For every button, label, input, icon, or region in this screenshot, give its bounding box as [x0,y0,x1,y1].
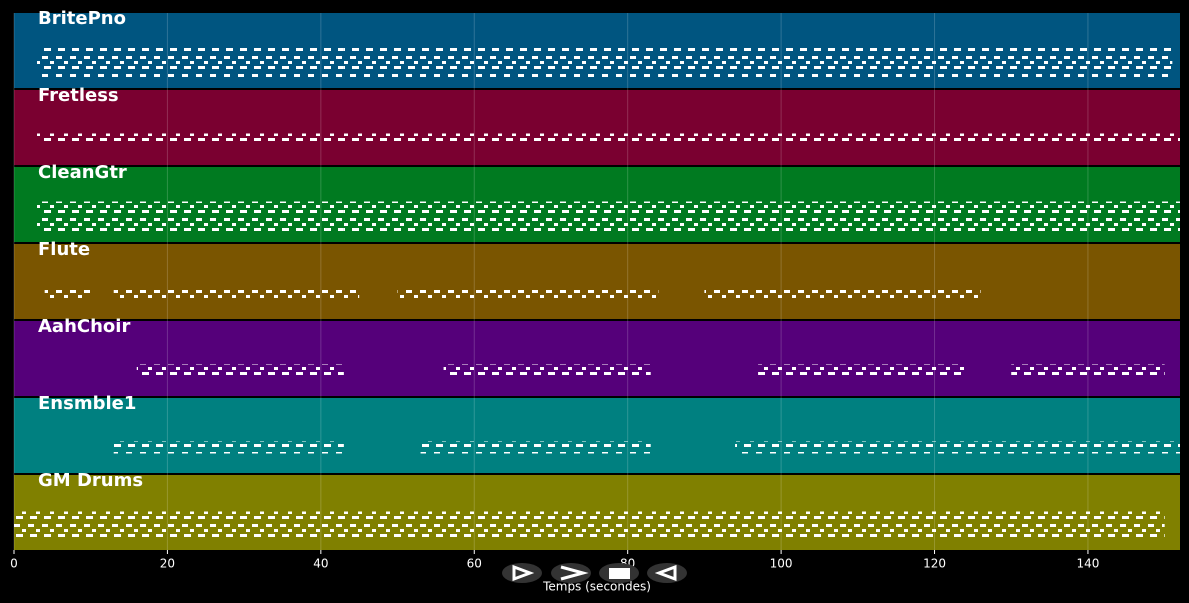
forward-button[interactable] [551,563,591,583]
note-cluster [443,364,651,377]
note-cluster [113,287,360,300]
back-button[interactable] [647,563,687,583]
track-name: Ensmble1 [38,393,136,414]
x-tick-label: 60 [467,557,482,571]
note-cluster [658,47,1173,78]
x-tick-label: 0 [10,557,18,571]
note-cluster [420,441,651,454]
track-lane [14,244,1180,319]
track-lane [14,90,1180,165]
track-name: AahChoir [38,316,130,337]
track-lane [14,398,1180,473]
note-cluster [343,47,659,78]
note-cluster [136,364,344,377]
note-cluster [37,201,344,232]
x-tick-label: 40 [313,557,328,571]
note-cluster [758,364,966,377]
track-name: BritePno [38,8,126,29]
note-cluster [704,287,981,300]
note-cluster [44,287,91,300]
stop-button[interactable] [599,563,639,583]
note-cluster [113,441,344,454]
note-cluster [397,287,659,300]
note-cluster [14,511,1165,538]
note-cluster [965,201,1180,232]
track-lane [14,321,1180,396]
note-cluster [37,47,344,78]
track-name: GM Drums [38,470,143,491]
track-name: CleanGtr [38,162,127,183]
note-cluster [343,201,966,232]
track-name: Flute [38,239,90,260]
note-cluster [37,133,1180,146]
x-tick-label: 140 [1076,557,1099,571]
play-button[interactable] [502,563,542,583]
media-controls [502,563,687,583]
x-tick-label: 120 [923,557,946,571]
x-axis-label: Temps (secondes) [542,580,651,594]
track-name: Fretless [38,85,119,106]
x-tick-label: 20 [160,557,175,571]
x-tick-label: 100 [770,557,793,571]
note-cluster [1011,364,1165,377]
note-cluster [735,441,1180,454]
